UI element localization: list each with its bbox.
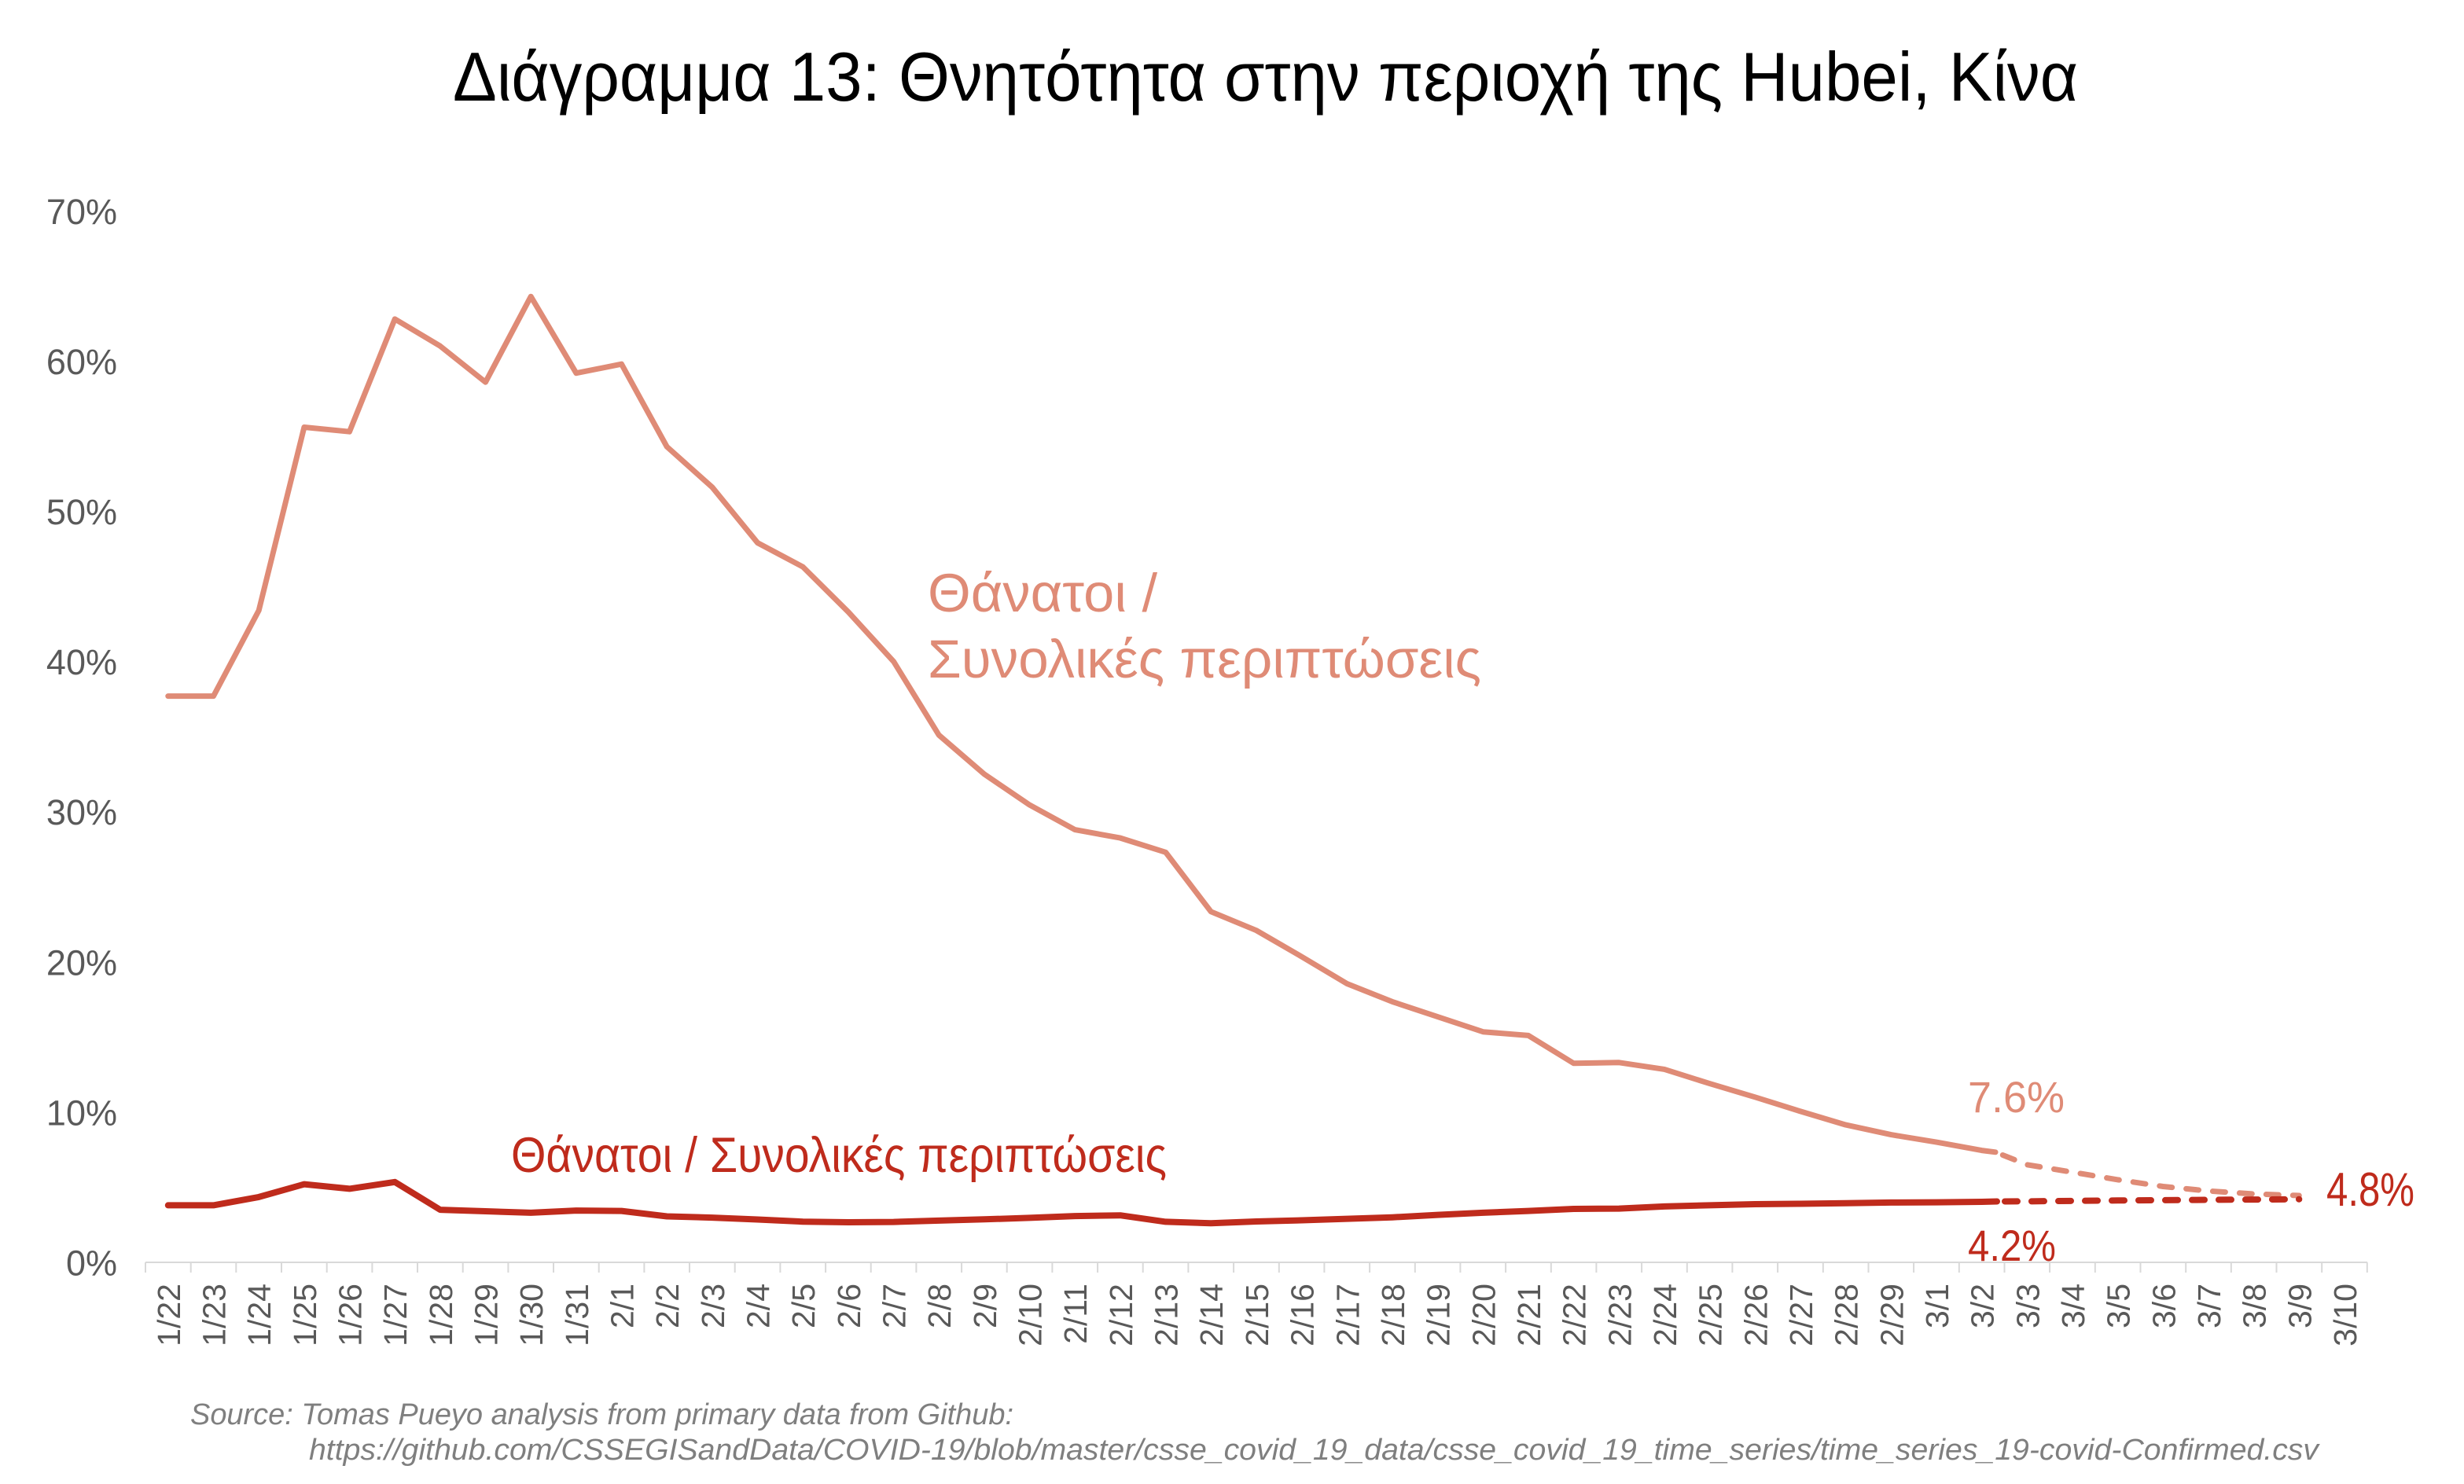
svg-text:2/22: 2/22	[1557, 1284, 1593, 1346]
svg-text:Θάνατοι / Συνολικές περιπτώσει: Θάνατοι / Συνολικές περιπτώσεις	[511, 1128, 1167, 1183]
svg-text:50%: 50%	[46, 492, 117, 532]
svg-text:2/18: 2/18	[1375, 1284, 1411, 1346]
svg-text:3/4: 3/4	[2055, 1284, 2091, 1328]
svg-text:1/29: 1/29	[469, 1284, 505, 1346]
svg-text:2/15: 2/15	[1239, 1284, 1275, 1346]
svg-text:0%: 0%	[66, 1243, 117, 1284]
svg-text:10%: 10%	[46, 1093, 117, 1133]
svg-text:2/21: 2/21	[1511, 1284, 1547, 1346]
svg-text:1/22: 1/22	[151, 1284, 187, 1346]
svg-text:2/25: 2/25	[1693, 1284, 1729, 1346]
svg-text:1/25: 1/25	[287, 1284, 323, 1346]
svg-text:4.8%: 4.8%	[2326, 1163, 2414, 1216]
svg-text:2/17: 2/17	[1329, 1284, 1366, 1346]
svg-text:2/29: 2/29	[1874, 1284, 1910, 1346]
svg-text:2/20: 2/20	[1466, 1284, 1502, 1346]
svg-text:3/6: 3/6	[2146, 1284, 2182, 1328]
svg-text:30%: 30%	[46, 792, 117, 832]
svg-text:3/3: 3/3	[2010, 1284, 2046, 1328]
svg-text:1/23: 1/23	[197, 1284, 233, 1346]
svg-text:2/27: 2/27	[1783, 1284, 1819, 1346]
svg-text:2/28: 2/28	[1829, 1284, 1865, 1346]
svg-text:2/8: 2/8	[921, 1284, 958, 1328]
svg-text:2/26: 2/26	[1738, 1284, 1774, 1346]
svg-text:2/4: 2/4	[741, 1284, 777, 1328]
svg-text:70%: 70%	[46, 192, 117, 232]
svg-text:7.6%: 7.6%	[1968, 1072, 2065, 1122]
svg-text:1/30: 1/30	[513, 1284, 550, 1346]
svg-text:2/24: 2/24	[1647, 1284, 1683, 1346]
svg-text:2/12: 2/12	[1103, 1284, 1139, 1346]
svg-text:40%: 40%	[46, 642, 117, 682]
svg-text:4.2%: 4.2%	[1968, 1221, 2056, 1270]
svg-text:2/7: 2/7	[877, 1284, 913, 1328]
svg-text:2/23: 2/23	[1602, 1284, 1638, 1346]
svg-text:1/28: 1/28	[423, 1284, 459, 1346]
svg-text:2/5: 2/5	[785, 1284, 822, 1328]
svg-text:Source: Tomas Pueyo analysis f: Source: Tomas Pueyo analysis from primar…	[190, 1398, 1013, 1431]
svg-text:3/5: 3/5	[2101, 1284, 2137, 1328]
svg-text:Διάγραμμα 13: Θνητότητα στην π: Διάγραμμα 13: Θνητότητα στην περιοχή της…	[453, 38, 2078, 116]
svg-text:3/7: 3/7	[2191, 1284, 2227, 1328]
svg-text:2/6: 2/6	[831, 1284, 867, 1328]
svg-text:3/10: 3/10	[2327, 1284, 2363, 1346]
svg-text:3/2: 3/2	[1965, 1284, 2001, 1328]
svg-text:60%: 60%	[46, 342, 117, 382]
svg-text:2/2: 2/2	[649, 1284, 686, 1328]
svg-text:3/9: 3/9	[2282, 1284, 2318, 1328]
svg-text:https://github.com/CSSEGISandD: https://github.com/CSSEGISandData/COVID-…	[309, 1434, 2320, 1467]
svg-text:20%: 20%	[46, 942, 117, 983]
svg-text:2/13: 2/13	[1149, 1284, 1185, 1346]
svg-text:3/1: 3/1	[1919, 1284, 1955, 1328]
svg-text:2/16: 2/16	[1285, 1284, 1321, 1346]
svg-text:2/11: 2/11	[1057, 1284, 1094, 1344]
svg-text:1/27: 1/27	[377, 1284, 414, 1346]
svg-text:1/24: 1/24	[241, 1284, 278, 1346]
svg-text:2/19: 2/19	[1421, 1284, 1457, 1346]
svg-text:2/3: 2/3	[695, 1284, 731, 1328]
svg-text:Θάνατοι /: Θάνατοι /	[928, 563, 1158, 623]
svg-text:2/14: 2/14	[1193, 1284, 1230, 1346]
svg-text:2/10: 2/10	[1013, 1284, 1049, 1346]
svg-text:3/8: 3/8	[2237, 1284, 2273, 1328]
svg-text:Συνολικές περιπτώσεις: Συνολικές περιπτώσεις	[928, 629, 1481, 689]
svg-text:2/9: 2/9	[967, 1284, 1003, 1328]
svg-text:1/31: 1/31	[559, 1284, 595, 1346]
svg-text:2/1: 2/1	[605, 1284, 641, 1328]
svg-text:1/26: 1/26	[333, 1284, 369, 1346]
